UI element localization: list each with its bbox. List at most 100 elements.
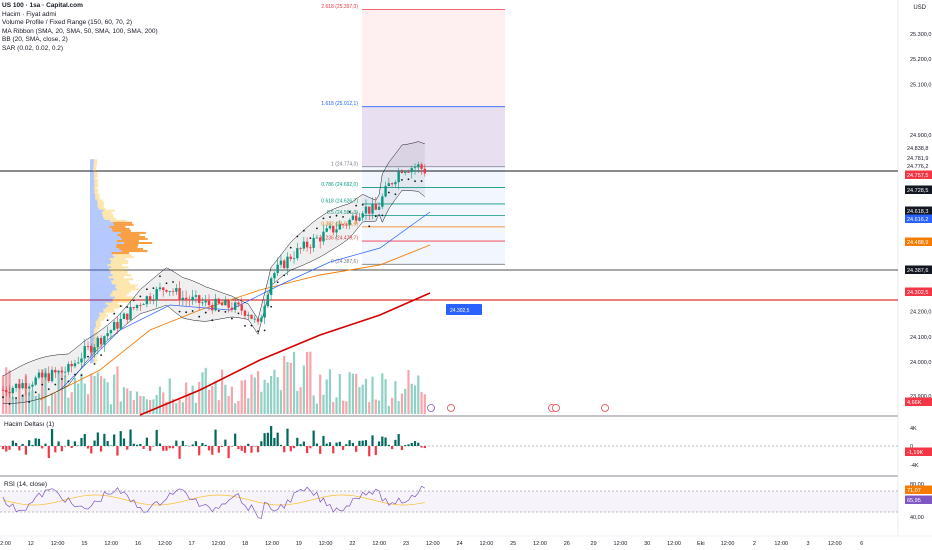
candle-body: [90, 346, 93, 353]
time-axis-tick: 12:00: [212, 541, 226, 547]
legend-ma-ribbon[interactable]: MA Ribbon (SMA, 20, SMA, 50, SMA, 100, S…: [2, 27, 158, 35]
price-axis-tick: 24.100,0: [910, 335, 931, 341]
delta-bar: [227, 446, 230, 459]
delta-bar: [404, 445, 407, 446]
volume-delta-title[interactable]: Hacim Deltası (1): [4, 421, 55, 428]
rsi-title[interactable]: RSI (14, close): [4, 481, 47, 488]
legend-volume-profile[interactable]: Volume Profile / Fixed Range (150, 60, 7…: [2, 19, 133, 27]
time-axis-tick: 16: [135, 541, 141, 547]
volume-profile-bar: [90, 159, 94, 162]
volume-profile-bar: [90, 244, 117, 247]
sar-dot: [2, 396, 4, 399]
rsi-badge: [905, 485, 932, 494]
candle-body: [400, 171, 404, 173]
volume-profile-bar: [90, 189, 95, 192]
delta-bar: [217, 446, 220, 453]
volume-bar: [54, 393, 57, 414]
volume-bar: [100, 376, 103, 414]
candlesticks[interactable]: [1, 161, 427, 400]
volume-bar: [309, 351, 312, 414]
sma-100-line[interactable]: [39, 244, 431, 401]
candle-body: [119, 318, 122, 329]
delta-bar: [338, 441, 341, 446]
symbol-title[interactable]: US 100 · 1sa · Capital.com: [2, 2, 83, 9]
rsi-ma-line[interactable]: [2, 494, 425, 506]
volume-profile-bar: [90, 237, 122, 240]
volume-profile-bar: [90, 310, 104, 313]
sar-dot: [100, 354, 102, 357]
volume-profile-bar: [90, 330, 95, 333]
parabolic-sar[interactable]: [2, 178, 423, 405]
volume-profile[interactable]: [90, 159, 153, 364]
volume-bar: [230, 386, 233, 414]
candle-body: [168, 291, 171, 292]
delta-bar: [122, 438, 126, 446]
volume-bar: [178, 399, 181, 414]
volume-profile-bar: [98, 316, 106, 319]
sar-dot: [106, 319, 109, 322]
economic-event-icon[interactable]: [447, 404, 455, 412]
volume-bar: [28, 392, 31, 414]
volume-profile-bar: [112, 254, 132, 257]
legend-volume[interactable]: Hacim · Fiyat admi: [2, 10, 57, 18]
volume-bar: [306, 351, 309, 414]
volume-profile-bar: [97, 318, 105, 321]
price-axis-tick: 23.900,0: [910, 394, 931, 400]
volume-bar: [207, 389, 211, 414]
sar-dot: [381, 214, 384, 217]
delta-bar: [50, 428, 54, 446]
volume-bar: [387, 405, 390, 414]
delta-bar: [279, 444, 283, 446]
price-axis-badge: [905, 214, 932, 223]
volume-profile-bar: [90, 169, 94, 172]
volume-profile-bar: [90, 241, 125, 244]
delta-bar: [77, 445, 80, 446]
sma-50-line[interactable]: [59, 211, 431, 391]
legend-parabolic-sar[interactable]: SAR (0.02, 0.02, 0.2): [2, 44, 64, 52]
volume-delta-bars[interactable]: [1, 426, 426, 459]
bollinger-upper-band[interactable]: [2, 141, 425, 377]
time-axis-tick: 6: [860, 541, 863, 547]
volume-profile-bar: [90, 260, 112, 263]
candle-body: [269, 278, 273, 295]
economic-event-icon[interactable]: [552, 404, 560, 412]
candle-body: [227, 300, 230, 308]
economic-event-icon[interactable]: [427, 404, 435, 412]
volume-bar: [116, 366, 119, 414]
delta-bar: [139, 443, 142, 446]
candle-body: [247, 314, 250, 316]
volume-profile-bar: [95, 320, 101, 323]
candle-body: [394, 182, 397, 185]
delta-bar: [37, 438, 41, 446]
bollinger-lower-band[interactable]: [2, 190, 425, 405]
volume-bar: [368, 402, 371, 414]
candle-body: [1, 389, 5, 391]
delta-bar: [188, 446, 191, 447]
candle-body: [96, 337, 100, 348]
candle-body: [14, 383, 18, 388]
sma-200-line[interactable]: [139, 292, 431, 416]
candle-body: [135, 304, 139, 309]
economic-event-icon[interactable]: [601, 404, 609, 412]
price-axis-badge-label: 24.616,2: [907, 217, 928, 223]
candle-body: [165, 290, 168, 292]
alert-label-box[interactable]: [446, 304, 482, 315]
candle-body: [184, 297, 188, 300]
volume-profile-bar: [90, 304, 109, 307]
delta-bar: [299, 444, 302, 446]
candle-body: [47, 373, 50, 382]
volume-profile-bar: [90, 227, 112, 230]
price-axis-badge: [905, 143, 932, 152]
volume-profile-bar: [111, 260, 129, 263]
legend-bollinger-bands[interactable]: BB (20, SMA, close, 2): [2, 36, 68, 44]
volume-profile-bar: [110, 272, 128, 275]
volume-bar: [292, 351, 296, 414]
delta-bar: [80, 437, 83, 446]
volume-bar: [377, 400, 381, 414]
delta-value-label: -1,19K: [907, 450, 924, 456]
candle-body: [211, 305, 214, 311]
rsi-line[interactable]: [2, 485, 425, 519]
volume-profile-bar: [94, 173, 98, 176]
volume-bar: [381, 373, 384, 414]
